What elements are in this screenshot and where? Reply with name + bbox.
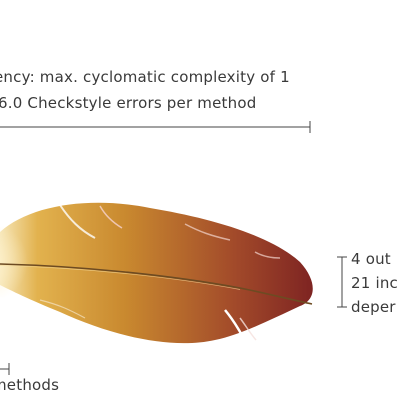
feather-shaft: [0, 263, 313, 305]
complexity-annotation: ency: max. cyclomatic complexity of 1: [0, 68, 290, 86]
methods-annotation: methods: [0, 376, 60, 394]
right-span-bracket: [337, 256, 347, 308]
checkstyle-annotation: 6.0 Checkstyle errors per method: [0, 94, 257, 112]
bottom-span-bracket: [0, 363, 10, 375]
right-annotation-line-1: 4 out: [351, 250, 391, 268]
top-span-bracket: [0, 121, 311, 133]
feather-vane: [0, 202, 313, 344]
feather-illustration: [0, 202, 313, 351]
right-annotation-line-2: 21 inc: [351, 274, 398, 292]
right-annotation-line-3: deper: [351, 298, 396, 316]
